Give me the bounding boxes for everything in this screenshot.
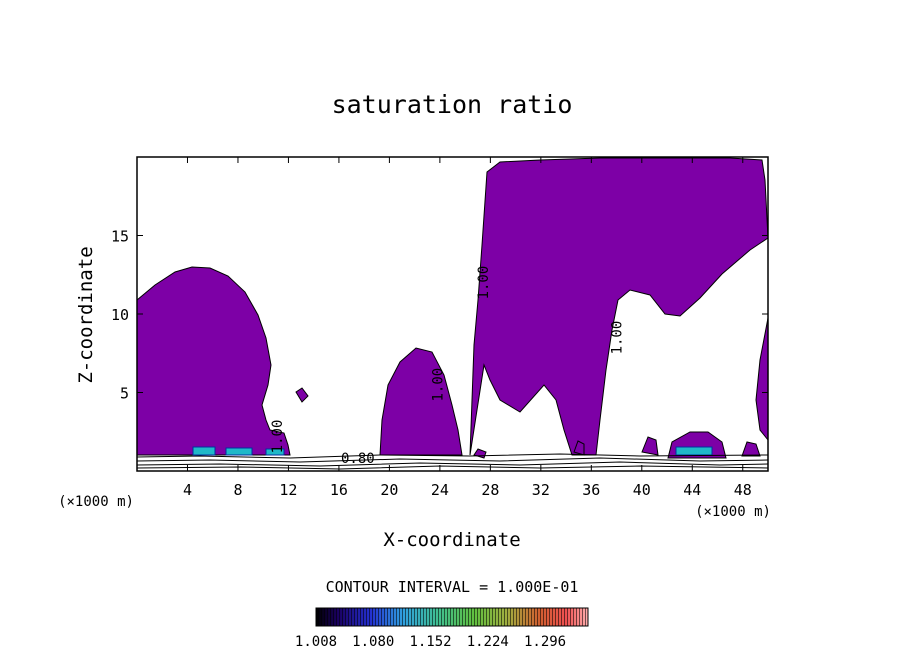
blob-47 [741, 441, 761, 457]
colorbar [315, 607, 589, 627]
contour-labels: 1.00 0.80 1.00 1.00 1.00 [270, 266, 625, 467]
x-tick-label: 20 [380, 481, 398, 499]
x-tick-label: 40 [633, 481, 651, 499]
contour-line [136, 465, 769, 470]
y-tick-label: 10 [111, 306, 129, 324]
cloud-middle [379, 347, 463, 456]
colorbar-stripes [316, 608, 588, 626]
x-unit-label-right: (×1000 m) [695, 504, 771, 520]
contour-label: 1.00 [430, 368, 446, 402]
contour-label: 1.00 [270, 420, 286, 454]
x-tick-label: 24 [431, 481, 449, 499]
x-unit-label-left: (×1000 m) [58, 494, 134, 510]
blob-41 [641, 436, 659, 456]
x-tick-label: 32 [532, 481, 550, 499]
x-tick-label: 48 [734, 481, 752, 499]
colorbar-tick-label: 1.080 [352, 634, 394, 650]
colorbar-tick-label: 1.152 [409, 634, 451, 650]
blob-13 [295, 387, 309, 403]
x-axis: 4 8 12 16 20 24 28 32 36 40 44 48 [183, 157, 752, 499]
contour-label: 0.80 [341, 451, 375, 467]
x-tick-label: 28 [481, 481, 499, 499]
contour-label: 1.00 [610, 321, 626, 355]
x-tick-label: 16 [330, 481, 348, 499]
x-tick-label: 36 [582, 481, 600, 499]
chart-title: saturation ratio [332, 90, 573, 119]
colorbar-tick-label: 1.008 [295, 634, 337, 650]
x-tick-label: 4 [183, 481, 192, 499]
y-tick-label: 15 [111, 228, 129, 246]
cloud-left [136, 266, 291, 456]
y-axis: 5 10 15 [111, 228, 768, 403]
colorbar-frame [315, 607, 589, 627]
x-tick-label: 44 [683, 481, 701, 499]
high-supersaturation-spots [192, 446, 713, 456]
supersaturated-fill [136, 157, 769, 459]
spot-44 [675, 446, 713, 456]
x-tick-label: 8 [233, 481, 242, 499]
cloud-right-edge [755, 317, 769, 442]
spot-11 [265, 448, 285, 456]
colorbar-tick-label: 1.296 [524, 634, 566, 650]
contour-line [136, 461, 769, 467]
contour-line [136, 453, 769, 459]
blob-25 [473, 448, 487, 459]
x-axis-label: X-coordinate [383, 529, 520, 551]
colorbar-tick-label: 1.224 [467, 634, 509, 650]
cloud-right [469, 157, 769, 456]
contour-line [136, 457, 769, 463]
y-axis-label: Z-coordinate [75, 246, 97, 383]
spot-8 [225, 447, 253, 456]
contour-label: 1.00 [476, 266, 492, 300]
blob-36 [573, 440, 585, 456]
y-tick-label: 5 [120, 385, 129, 403]
x-tick-label: 12 [279, 481, 297, 499]
contour-interval: CONTOUR INTERVAL = 1.000E-01 [326, 578, 579, 596]
spot-5 [192, 446, 216, 456]
colorbar-labels: 1.008 1.080 1.152 1.224 1.296 [295, 634, 566, 650]
surface-contours [136, 453, 769, 470]
